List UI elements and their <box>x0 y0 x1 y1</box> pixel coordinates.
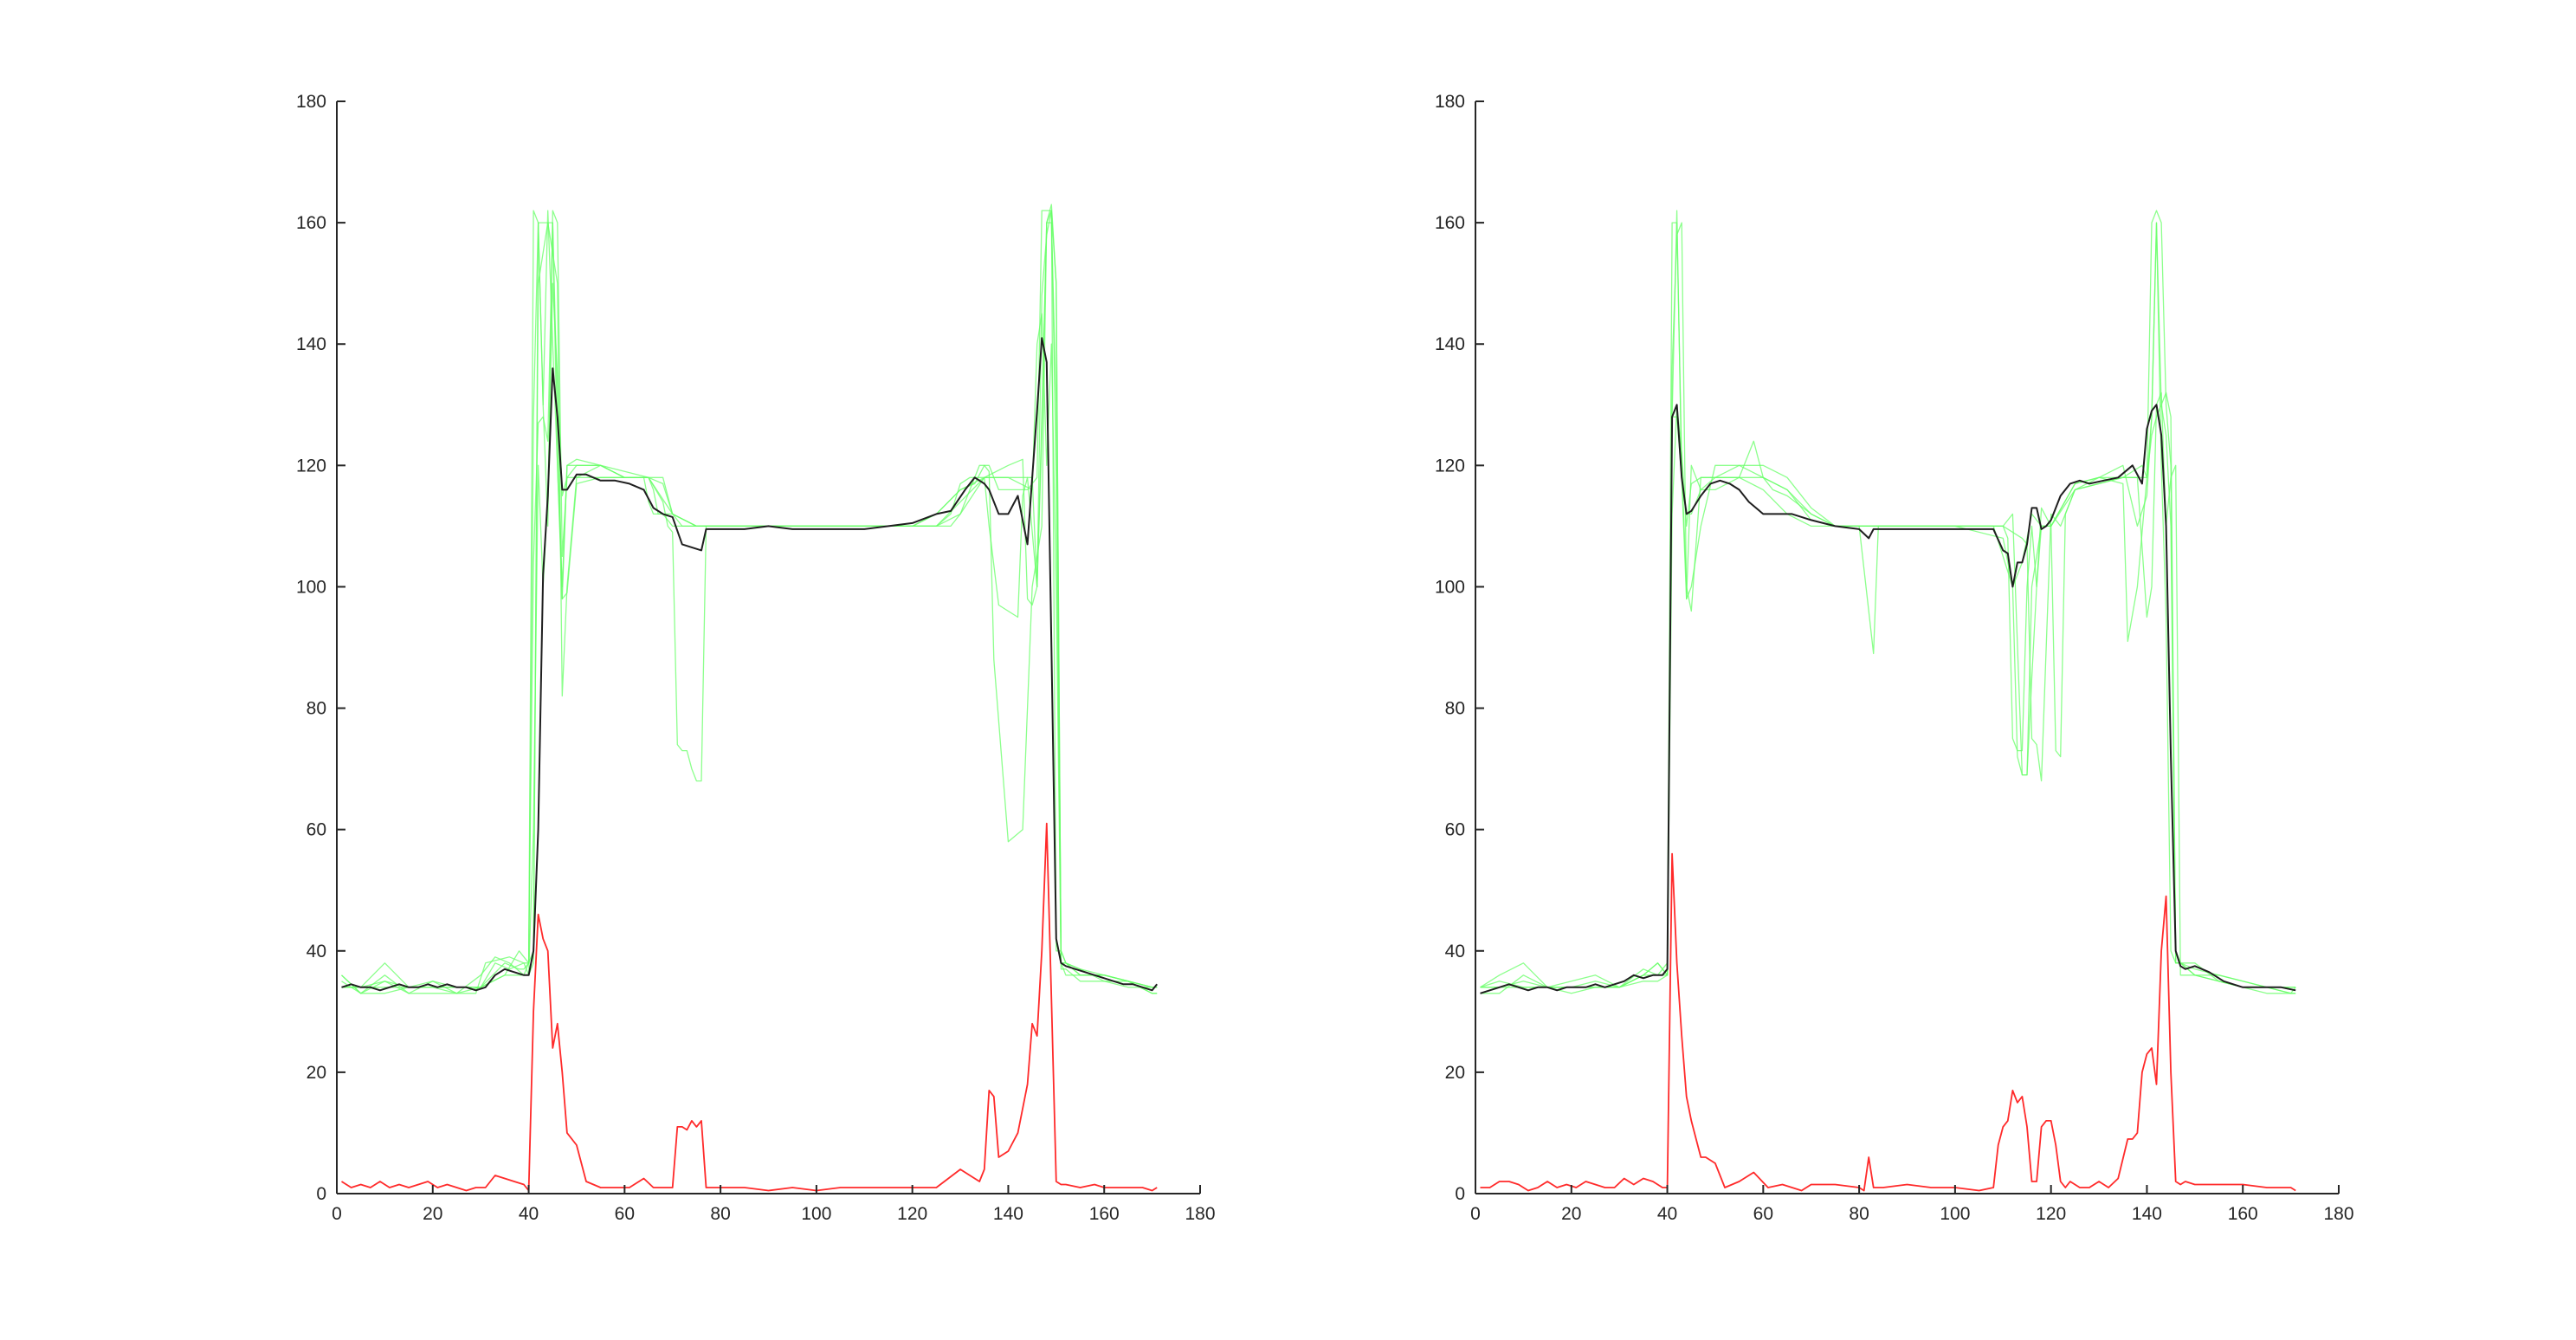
y-tick-label: 140 <box>1435 334 1465 354</box>
x-tick-label: 100 <box>1940 1204 1970 1224</box>
y-tick-label: 40 <box>1445 942 1465 961</box>
trial-line-2 <box>341 222 1158 994</box>
y-tick-label: 140 <box>296 334 326 354</box>
y-tick-label: 60 <box>1445 820 1465 840</box>
y-tick-label: 60 <box>307 820 326 840</box>
x-tick-label: 0 <box>332 1204 342 1224</box>
trial-line-6 <box>341 282 1158 988</box>
y-tick-label: 0 <box>1455 1184 1465 1204</box>
x-tick-label: 140 <box>993 1204 1023 1224</box>
trial-line-5 <box>1480 404 2296 988</box>
y-tick-label: 120 <box>296 456 326 476</box>
x-tick-label: 100 <box>801 1204 831 1224</box>
y-tick-label: 100 <box>1435 577 1465 597</box>
variance-line <box>341 822 1158 1192</box>
y-tick-label: 160 <box>296 213 326 233</box>
y-tick-label: 40 <box>307 942 326 961</box>
x-tick-label: 160 <box>1089 1204 1120 1224</box>
x-tick-label: 60 <box>615 1204 635 1224</box>
x-tick-label: 80 <box>710 1204 730 1224</box>
x-tick-label: 180 <box>2323 1204 2353 1224</box>
x-tick-label: 20 <box>423 1204 442 1224</box>
x-tick-label: 180 <box>1185 1204 1215 1224</box>
x-tick-label: 120 <box>897 1204 927 1224</box>
mean-line <box>1480 404 2296 994</box>
x-tick-label: 20 <box>1561 1204 1581 1224</box>
x-tick-label: 120 <box>2036 1204 2066 1224</box>
x-tick-label: 80 <box>1849 1204 1869 1224</box>
mean-line <box>341 337 1158 992</box>
y-tick-label: 80 <box>1445 699 1465 719</box>
variance-line <box>1480 852 2296 1192</box>
y-tick-label: 120 <box>1435 456 1465 476</box>
x-tick-label: 140 <box>2132 1204 2162 1224</box>
trial-line-1 <box>341 210 1158 994</box>
left-subplot: 0 20 40 60 80 100 120 140 160 180 0 20 40 60 80 100 120 1… <box>296 92 1216 1224</box>
y-tick-label: 0 <box>316 1184 326 1204</box>
trial-line-1 <box>1480 210 2296 994</box>
x-tick-label: 60 <box>1753 1204 1773 1224</box>
y-tick-label: 20 <box>307 1063 326 1083</box>
y-tick-label: 160 <box>1435 213 1465 233</box>
y-tick-label: 80 <box>307 699 326 719</box>
trial-line-5 <box>341 210 1158 988</box>
trial-line-4 <box>341 210 1158 994</box>
x-tick-label: 40 <box>1657 1204 1677 1224</box>
x-tick-label: 0 <box>1470 1204 1481 1224</box>
y-tick-label: 20 <box>1445 1063 1465 1083</box>
right-subplot: 0 20 40 60 80 100 120 140 160 180 0 20 40 60 80 100 120 1… <box>1435 92 2354 1224</box>
x-tick-label: 40 <box>519 1204 539 1224</box>
y-tick-label: 100 <box>296 577 326 597</box>
x-tick-label: 160 <box>2228 1204 2258 1224</box>
trial-line-3 <box>341 204 1158 994</box>
y-tick-label: 180 <box>1435 92 1465 112</box>
y-tick-label: 180 <box>296 92 326 112</box>
